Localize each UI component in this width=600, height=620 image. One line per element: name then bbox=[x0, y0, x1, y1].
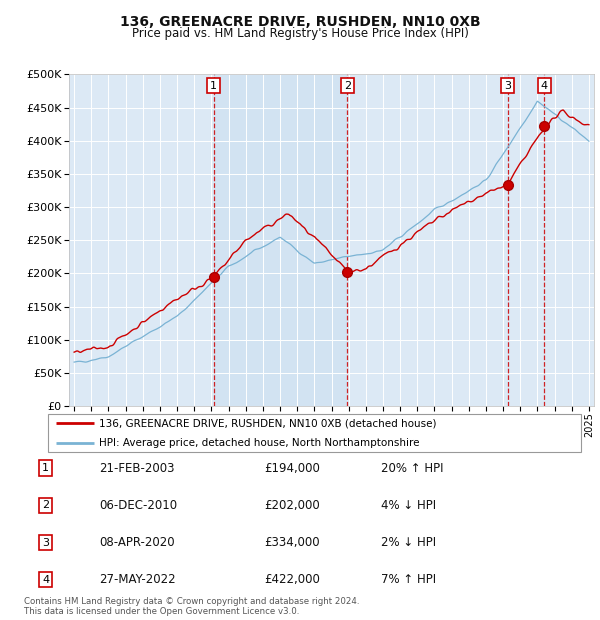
Text: 27-MAY-2022: 27-MAY-2022 bbox=[99, 574, 176, 586]
Text: 3: 3 bbox=[504, 81, 511, 91]
Text: 2: 2 bbox=[42, 500, 49, 510]
Text: 1: 1 bbox=[210, 81, 217, 91]
Text: £202,000: £202,000 bbox=[264, 499, 320, 511]
Text: £194,000: £194,000 bbox=[264, 462, 320, 474]
Text: 3: 3 bbox=[42, 538, 49, 547]
Text: £334,000: £334,000 bbox=[264, 536, 320, 549]
Text: 4: 4 bbox=[541, 81, 548, 91]
Text: 136, GREENACRE DRIVE, RUSHDEN, NN10 0XB: 136, GREENACRE DRIVE, RUSHDEN, NN10 0XB bbox=[119, 16, 481, 30]
Text: 21-FEB-2003: 21-FEB-2003 bbox=[99, 462, 175, 474]
Text: 4: 4 bbox=[42, 575, 49, 585]
FancyBboxPatch shape bbox=[48, 414, 581, 452]
Text: 06-DEC-2010: 06-DEC-2010 bbox=[99, 499, 177, 511]
Text: 136, GREENACRE DRIVE, RUSHDEN, NN10 0XB (detached house): 136, GREENACRE DRIVE, RUSHDEN, NN10 0XB … bbox=[99, 418, 437, 428]
Text: This data is licensed under the Open Government Licence v3.0.: This data is licensed under the Open Gov… bbox=[24, 607, 299, 616]
Text: 20% ↑ HPI: 20% ↑ HPI bbox=[381, 462, 443, 474]
Text: 2: 2 bbox=[344, 81, 351, 91]
Text: £422,000: £422,000 bbox=[264, 574, 320, 586]
Text: HPI: Average price, detached house, North Northamptonshire: HPI: Average price, detached house, Nort… bbox=[99, 438, 419, 448]
Text: Contains HM Land Registry data © Crown copyright and database right 2024.: Contains HM Land Registry data © Crown c… bbox=[24, 597, 359, 606]
Text: 2% ↓ HPI: 2% ↓ HPI bbox=[381, 536, 436, 549]
Text: 7% ↑ HPI: 7% ↑ HPI bbox=[381, 574, 436, 586]
Text: 1: 1 bbox=[42, 463, 49, 473]
Text: 4% ↓ HPI: 4% ↓ HPI bbox=[381, 499, 436, 511]
Text: Price paid vs. HM Land Registry's House Price Index (HPI): Price paid vs. HM Land Registry's House … bbox=[131, 27, 469, 40]
Bar bbox=[214, 74, 347, 406]
Text: 08-APR-2020: 08-APR-2020 bbox=[99, 536, 175, 549]
